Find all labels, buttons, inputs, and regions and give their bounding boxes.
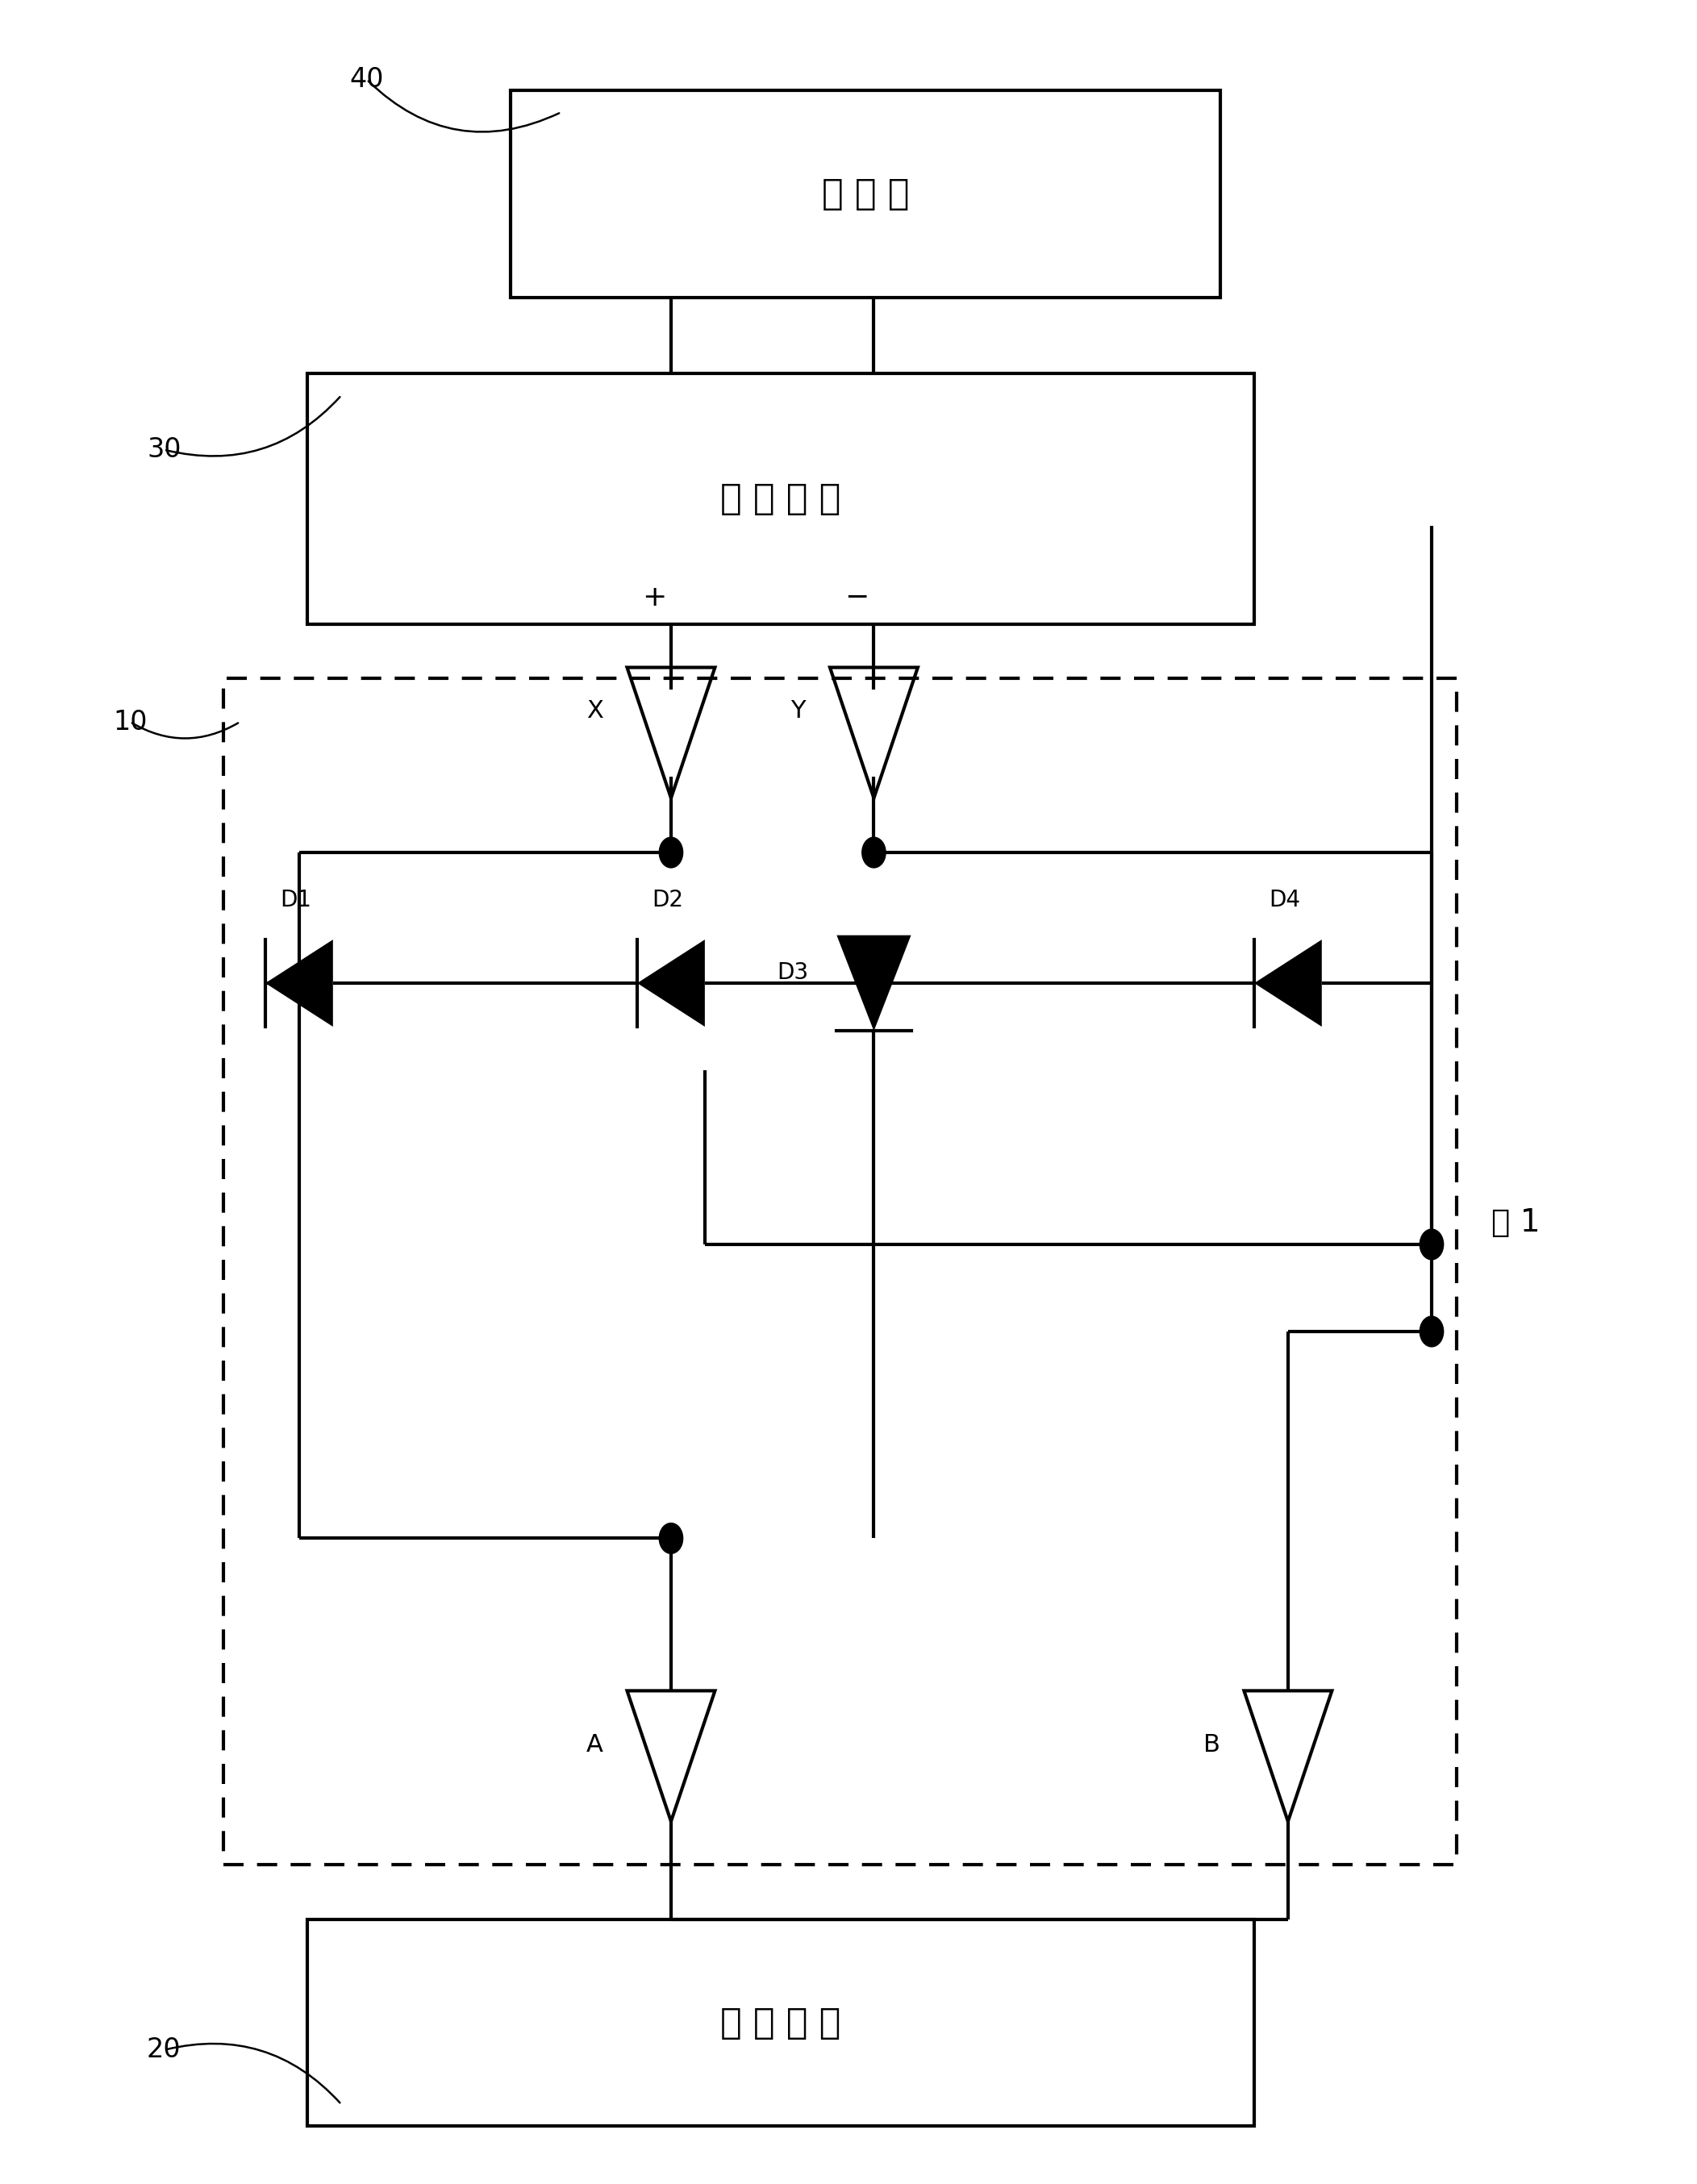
Text: 30: 30	[148, 437, 182, 463]
Text: 稳 压 架: 稳 压 架	[821, 177, 910, 212]
Circle shape	[1420, 1317, 1444, 1348]
Text: 20: 20	[146, 2038, 182, 2064]
Polygon shape	[636, 939, 704, 1026]
Text: 充 电 电 源: 充 电 电 源	[721, 2005, 842, 2040]
Circle shape	[862, 836, 886, 867]
Circle shape	[658, 836, 682, 867]
Text: D4: D4	[1269, 889, 1300, 911]
Polygon shape	[265, 939, 333, 1026]
Circle shape	[658, 1522, 682, 1553]
Text: B: B	[1203, 1734, 1220, 1756]
Text: 40: 40	[350, 66, 384, 94]
Text: D1: D1	[280, 889, 312, 911]
Text: A: A	[587, 1734, 604, 1756]
Text: 10: 10	[114, 708, 148, 736]
Text: Y: Y	[791, 699, 806, 723]
Text: 充 电 控 管: 充 电 控 管	[721, 480, 842, 515]
Circle shape	[1420, 1230, 1444, 1260]
Polygon shape	[1254, 939, 1322, 1026]
Text: D3: D3	[777, 961, 808, 983]
Text: D2: D2	[652, 889, 684, 911]
Text: −: −	[845, 583, 869, 612]
Text: +: +	[641, 583, 667, 612]
Text: 图 1: 图 1	[1492, 1208, 1541, 1238]
Text: X: X	[587, 699, 604, 723]
Polygon shape	[837, 935, 911, 1031]
